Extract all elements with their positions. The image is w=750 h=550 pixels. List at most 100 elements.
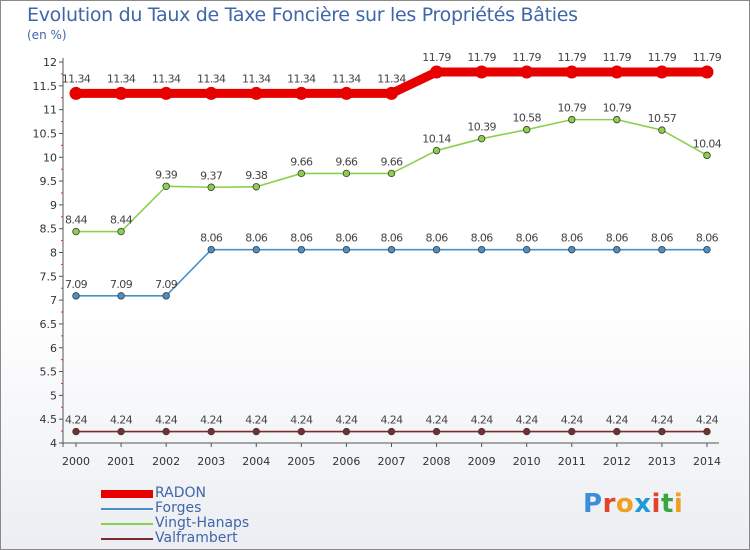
data-label: 9.66 [290, 155, 313, 168]
logo-letter: t [660, 489, 674, 519]
data-label: 10.58 [512, 112, 541, 125]
logo-letter: x [634, 489, 652, 519]
data-label: 7.09 [110, 278, 133, 291]
data-point [114, 86, 128, 100]
data-point [430, 65, 444, 79]
data-label: 8.06 [200, 232, 223, 245]
data-point [658, 427, 666, 436]
y-tick-label: 5.5 [40, 366, 58, 379]
data-label: 7.09 [155, 278, 178, 291]
y-tick-label: 6.5 [40, 318, 58, 331]
y-tick-label: 10 [43, 151, 57, 164]
proxiti-logo: Proxiti [583, 489, 683, 519]
data-point [297, 427, 306, 436]
data-label: 11.79 [467, 51, 496, 64]
data-point [384, 86, 398, 100]
data-point [342, 427, 351, 436]
data-point [117, 227, 125, 236]
data-point [432, 427, 441, 436]
data-label: 11.34 [197, 72, 226, 85]
data-point [658, 126, 666, 134]
data-label: 8.06 [561, 232, 584, 245]
chart-title: Evolution du Taux de Taxe Foncière sur l… [27, 4, 578, 26]
data-label: 11.79 [558, 51, 587, 64]
data-label: 11.34 [62, 72, 91, 85]
data-point [477, 134, 486, 143]
data-label: 11.34 [287, 72, 316, 85]
x-tick-label: 2000 [62, 455, 90, 468]
data-label: 8.06 [606, 232, 629, 245]
logo-letter: i [651, 489, 661, 519]
logo-letter: r [602, 489, 616, 519]
series-layer [69, 65, 714, 436]
data-point [523, 245, 531, 254]
data-point [610, 65, 624, 79]
data-point [703, 427, 711, 436]
data-label: 4.24 [335, 414, 358, 427]
y-tick-label: 9.5 [40, 175, 58, 188]
chart-axes: 4 4.5 5 5.5 6 6.5 7 7.5 8 8.5 9 9.5 10 10.5 11 11.5 12 20… [33, 56, 721, 468]
y-tick-label: 10.5 [33, 127, 58, 140]
data-point [204, 86, 218, 100]
data-point [252, 427, 260, 436]
data-label: 11.79 [693, 51, 722, 64]
data-label: 4.24 [516, 414, 539, 427]
data-label: 8.44 [65, 214, 88, 227]
data-point [207, 427, 215, 436]
data-label: 8.06 [290, 232, 313, 245]
data-point [703, 245, 711, 254]
legend-label: Forges [155, 500, 202, 516]
data-point [523, 125, 531, 134]
data-label: 4.24 [380, 414, 403, 427]
data-label: 10.39 [467, 121, 496, 134]
data-label: 4.24 [606, 414, 629, 427]
y-tick-label: 6 [50, 342, 57, 355]
legend-item-valframbert: Valframbert [101, 530, 361, 546]
data-point [613, 245, 621, 254]
data-point [700, 65, 714, 79]
data-point [703, 151, 711, 160]
data-label: 8.06 [696, 232, 719, 245]
data-label: 11.34 [242, 72, 271, 85]
data-point [520, 65, 534, 79]
data-label: 4.24 [200, 414, 223, 427]
y-tick-label: 4.5 [40, 413, 58, 426]
data-label: 9.37 [200, 169, 223, 182]
data-label: 11.34 [332, 72, 361, 85]
x-tick-label: 2014 [693, 455, 721, 468]
legend-swatch [101, 508, 153, 510]
data-label: 4.24 [426, 414, 449, 427]
data-label: 4.24 [110, 414, 133, 427]
data-point [523, 427, 531, 436]
x-tick-label: 2007 [377, 455, 405, 468]
data-point [72, 427, 80, 436]
data-point [117, 292, 125, 300]
data-label: 9.66 [335, 155, 358, 168]
data-label: 11.34 [377, 72, 406, 85]
x-tick-label: 2009 [468, 455, 496, 468]
data-point [475, 65, 489, 79]
chart-legend: RADON Forges Vingt-Hanaps Valframbert [101, 485, 361, 546]
data-label: 8.06 [426, 232, 449, 245]
data-point [252, 183, 260, 191]
data-point [159, 86, 173, 100]
data-label: 10.79 [558, 102, 587, 115]
data-point [477, 245, 486, 254]
data-label: 10.04 [693, 137, 722, 150]
data-point [613, 115, 621, 124]
data-label: 4.24 [155, 414, 178, 427]
data-point [477, 427, 486, 436]
legend-swatch [101, 523, 153, 525]
legend-item-radon: RADON [101, 485, 361, 501]
data-label: 11.79 [422, 51, 451, 64]
data-label: 9.39 [155, 168, 178, 181]
x-tick-label: 2011 [558, 455, 586, 468]
data-point [568, 245, 576, 254]
data-point [565, 65, 579, 79]
data-point [207, 245, 215, 254]
data-label: 11.34 [107, 72, 136, 85]
legend-label: RADON [155, 485, 207, 501]
data-point [568, 115, 576, 124]
